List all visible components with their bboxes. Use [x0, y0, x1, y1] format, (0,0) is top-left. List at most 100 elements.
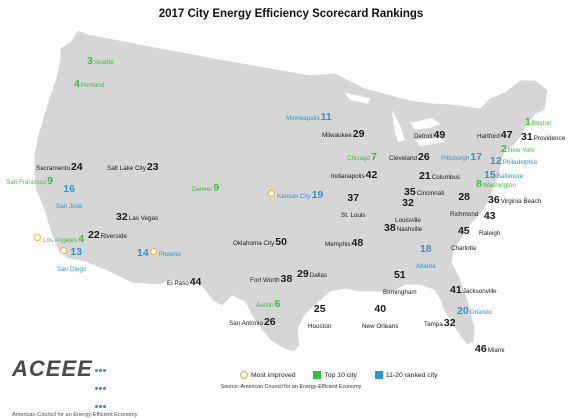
city-columbus: 21Columbus — [418, 167, 460, 183]
city-rank: 25 — [313, 303, 326, 315]
city-name: Richmond — [450, 211, 479, 218]
city-name: Seattle — [93, 59, 114, 66]
logo-dots-icon — [95, 359, 107, 413]
city-nashville: 38Nashville — [383, 219, 422, 235]
city-stlouis: 37 St. Louis — [341, 189, 366, 221]
city-rank: 3 — [87, 55, 93, 67]
city-name: Riverside — [100, 233, 127, 240]
city-name: Denver — [192, 186, 213, 193]
city-rank: 18 — [419, 243, 432, 255]
city-name: New York — [507, 147, 535, 154]
city-name: Raleigh — [479, 230, 501, 237]
city-name: Jacksonville — [462, 288, 497, 295]
city-name: Cincinnati — [416, 190, 445, 197]
city-rank: 46 — [475, 343, 487, 355]
city-name: Las Vegas — [128, 215, 159, 222]
city-name: Salt Lake City — [107, 165, 146, 172]
city-name: San Francisco — [6, 179, 47, 186]
city-rank: 38 — [384, 222, 396, 234]
city-name: Cleveland — [389, 155, 418, 162]
city-name: Fort Worth — [250, 277, 280, 284]
city-virginiabeach: 36Virginia Beach — [487, 191, 541, 207]
city-sanjose: 16 San Jose — [56, 180, 82, 212]
city-name: Pittsburgh — [441, 155, 470, 162]
city-rank: 49 — [433, 129, 446, 141]
most-improved-circle-icon — [268, 190, 275, 198]
city-rank: 26 — [263, 316, 276, 328]
city-name: Oklahoma City — [233, 240, 275, 247]
city-sandiego: 13 San Diego — [57, 243, 86, 275]
city-lasvegas: 32Las Vegas — [115, 208, 158, 224]
city-seattle: 3Seattle — [86, 52, 113, 68]
source-note: Source: American Council for an Energy-E… — [220, 384, 362, 390]
city-richmond: 28 Richmond — [450, 188, 478, 220]
city-name: St. Louis — [341, 212, 366, 219]
city-cleveland: Cleveland26 — [389, 148, 431, 164]
us-landmass — [33, 29, 549, 353]
city-rank: 32 — [402, 197, 414, 209]
city-fortworth: Fort Worth38 — [250, 270, 293, 286]
city-milwaukee: Milwaukee29 — [322, 125, 365, 141]
city-name: Portland — [80, 82, 105, 89]
city-rank: 7 — [371, 151, 377, 163]
most-improved-circle-icon — [60, 247, 68, 255]
city-rank: 32 — [116, 211, 128, 223]
city-rank: 43 — [483, 210, 496, 222]
city-rank: 35 — [404, 186, 416, 198]
city-name: Washington — [482, 182, 516, 189]
city-minneapolis: Minneapolis11 — [286, 108, 333, 124]
city-name: Milwaukee — [322, 132, 352, 139]
city-rank: 40 — [374, 303, 387, 315]
city-rank: 20 — [457, 305, 469, 317]
city-portland: 4Portland — [73, 75, 104, 91]
city-memphis: Memphis48 — [325, 234, 364, 250]
city-miami: 46Miami — [474, 340, 504, 356]
city-name: Nashville — [396, 226, 423, 233]
legend: Most improved Top 10 city 11-20 ranked c… — [240, 371, 454, 379]
city-name: San Antonio — [229, 320, 263, 327]
city-rank: 26 — [418, 151, 430, 163]
city-name: Tampa — [424, 321, 443, 328]
city-name: San Diego — [57, 266, 87, 273]
city-name: Philadelphia — [502, 159, 537, 166]
city-rank: 6 — [274, 298, 281, 310]
city-sacramento: Sacramento24 — [36, 158, 84, 174]
city-rank: 44 — [189, 276, 202, 288]
city-rank: 4 — [78, 233, 85, 245]
city-detroit: Detroit49 — [414, 126, 446, 142]
city-name: Indianapolis — [331, 173, 365, 180]
city-name: Orlando — [469, 309, 493, 316]
city-atlanta: 18 Atlanta — [416, 240, 436, 272]
city-phoenix: 14 Phoenix — [136, 244, 181, 260]
city-dallas: 29Dallas — [296, 265, 327, 281]
city-name: Chicago — [347, 155, 371, 162]
city-name: Memphis — [325, 241, 351, 248]
city-name: Minneapolis — [286, 115, 320, 122]
legend-most-improved-label: Most improved — [251, 371, 296, 379]
city-charlotte: 45 Charlotte — [451, 222, 477, 254]
city-austin: Austin6 — [256, 295, 281, 311]
city-name: Houston — [308, 323, 332, 330]
city-name: Atlanta — [416, 263, 436, 270]
city-providence: 31Providence — [520, 128, 565, 144]
city-rank: 22 — [88, 229, 100, 241]
city-rank: 11 — [320, 111, 332, 123]
city-name: Phoenix — [158, 251, 182, 258]
city-kansascity: Kansas City19 — [268, 186, 324, 202]
city-name: Austin — [256, 302, 274, 309]
city-name: Charlotte — [451, 245, 477, 252]
legend-rank11-20: 11-20 ranked city — [374, 371, 438, 379]
map-title: 2017 City Energy Efficiency Scorecard Ra… — [158, 8, 424, 20]
most-improved-circle-icon — [149, 248, 157, 256]
city-name: Dallas — [309, 272, 328, 279]
city-rank: 50 — [275, 236, 287, 248]
city-name: San Jose — [56, 203, 83, 210]
city-rank: 8 — [476, 178, 482, 190]
city-indianapolis: Indianapolis42 — [331, 166, 378, 182]
city-elpaso: El Paso44 — [167, 273, 202, 289]
city-boston: 1Boston — [524, 113, 551, 129]
city-cincinnati: 35Cincinnati — [403, 183, 444, 199]
city-rank: 16 — [63, 183, 75, 195]
city-rank: 9 — [47, 175, 54, 187]
city-sanantonio: San Antonio26 — [229, 313, 277, 329]
